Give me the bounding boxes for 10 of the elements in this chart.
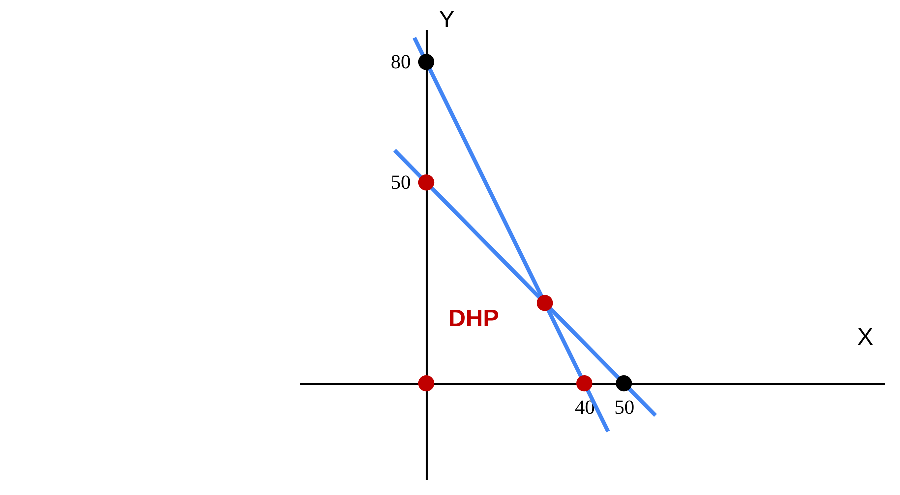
point bbox=[418, 376, 435, 392]
y-axis-title: Y bbox=[438, 6, 455, 34]
annotation: DHP bbox=[448, 305, 500, 332]
point bbox=[576, 376, 593, 392]
x-axis-title: X bbox=[857, 324, 874, 352]
point bbox=[537, 295, 554, 312]
point bbox=[616, 376, 632, 392]
y-tick-label: 80 bbox=[390, 52, 411, 74]
point bbox=[418, 174, 435, 191]
point bbox=[418, 54, 435, 70]
